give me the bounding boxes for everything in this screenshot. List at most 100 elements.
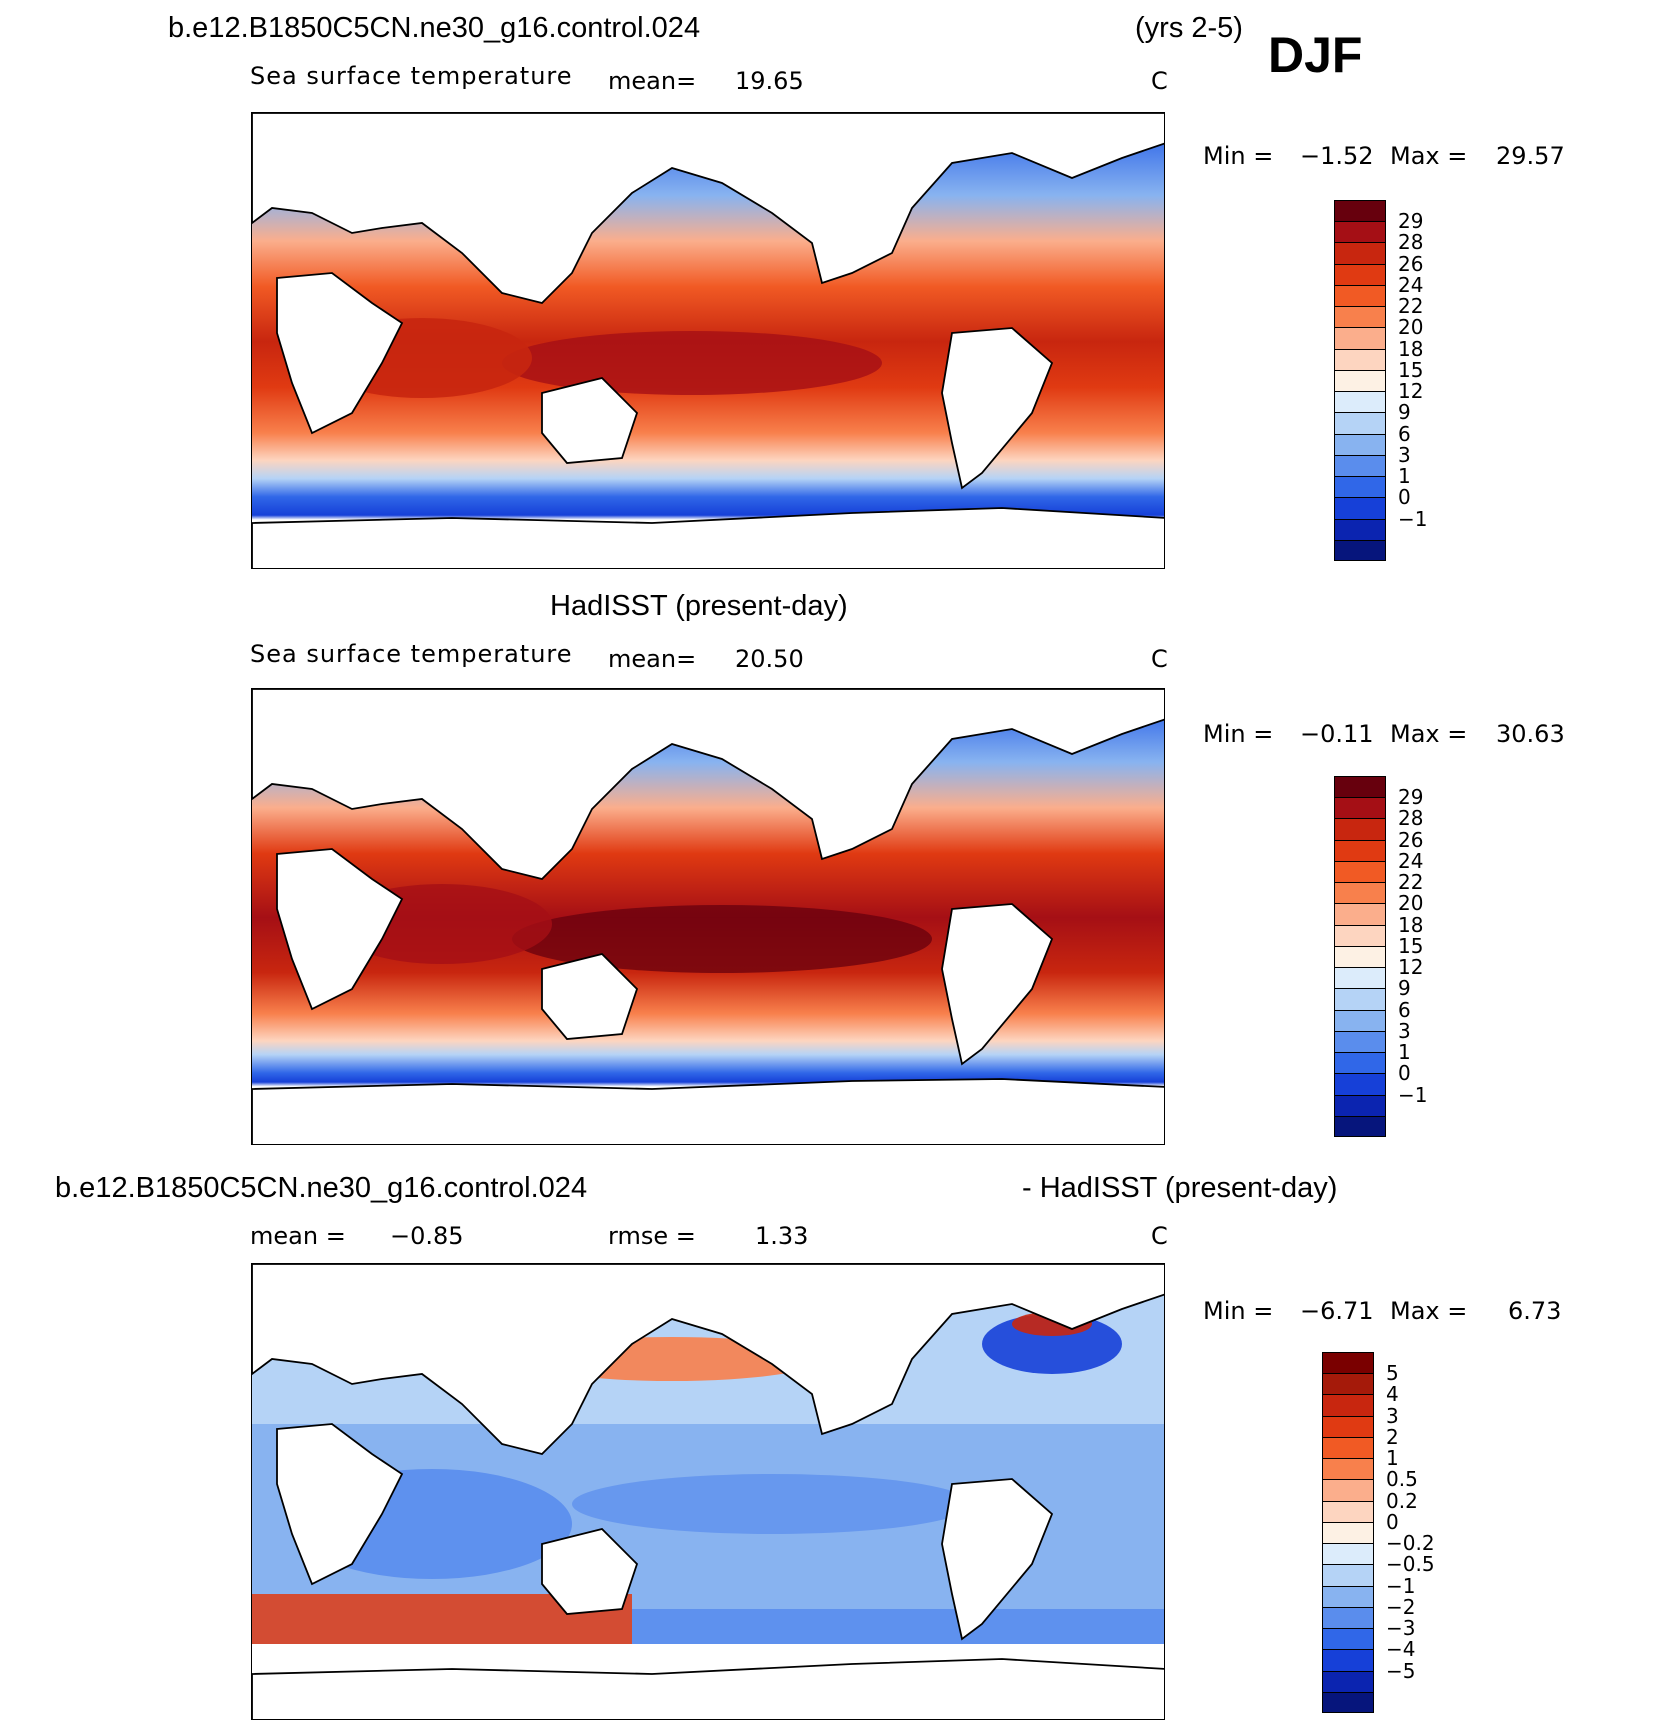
colorbar-swatch — [1334, 476, 1386, 498]
colorbar-swatch — [1334, 1030, 1386, 1053]
panel2-max-label: Max = — [1390, 720, 1468, 748]
colorbar-level-label: 28 — [1398, 806, 1424, 831]
colorbar-level-label: 24 — [1398, 272, 1424, 297]
colorbar-swatch — [1322, 1394, 1374, 1416]
colorbar-swatch — [1334, 945, 1386, 968]
south-america — [941, 903, 1054, 1066]
colorbar-swatch — [1334, 1052, 1386, 1074]
colorbar-level-label: 0.5 — [1386, 1467, 1418, 1492]
colorbar-swatch — [1334, 924, 1386, 946]
colorbar-swatch — [1334, 860, 1386, 883]
africa — [276, 848, 404, 1011]
warm-pool — [512, 905, 932, 973]
colorbar-level-label: −0.5 — [1386, 1552, 1435, 1577]
colorbar-level-label: 9 — [1398, 976, 1411, 1001]
colorbar-swatch — [1322, 1691, 1374, 1713]
colorbar-frame — [1334, 200, 1386, 561]
colorbar-level-label: 26 — [1398, 251, 1424, 276]
colorbar-level-label: 12 — [1398, 955, 1424, 980]
colorbar-swatch — [1334, 988, 1386, 1010]
colorbar-level-label: 18 — [1398, 336, 1424, 361]
years-label: (yrs 2-5) — [1135, 12, 1243, 44]
colorbar-level-label: 5 — [1386, 1361, 1399, 1386]
colorbar-swatch — [1322, 1521, 1374, 1544]
south-america — [941, 327, 1054, 490]
australia — [541, 377, 639, 464]
colorbar-level-label: 3 — [1398, 1018, 1411, 1043]
colorbar-level-label: 3 — [1398, 442, 1411, 467]
colorbar-swatch — [1334, 882, 1386, 904]
colorbar-swatch — [1322, 1649, 1374, 1671]
colorbar-level-label: −2 — [1386, 1594, 1416, 1619]
colorbar-swatch — [1334, 497, 1386, 519]
colorbar-level-label: 2 — [1386, 1424, 1399, 1449]
colorbar-swatch — [1334, 242, 1386, 264]
colorbar-swatch — [1334, 369, 1386, 392]
colorbar-level-label: 22 — [1398, 870, 1424, 895]
panel2-units: C — [1151, 645, 1168, 673]
colorbar-level-label: −1 — [1398, 506, 1428, 531]
colorbar-level-label: 3 — [1386, 1403, 1399, 1428]
colorbar-swatch — [1322, 1543, 1374, 1565]
panel1-mean-label: mean= — [608, 67, 697, 95]
colorbar-level-label: 6 — [1398, 997, 1411, 1022]
colorbar-level-label: 4 — [1386, 1382, 1399, 1407]
colorbar-level-label: 22 — [1398, 294, 1424, 319]
panel3-units: C — [1151, 1222, 1168, 1250]
panel3-title-right: - HadISST (present-day) — [1022, 1172, 1338, 1204]
colorbar-level-label: 0 — [1398, 485, 1411, 510]
colorbar-level-label: 0 — [1398, 1061, 1411, 1086]
map-panel-model — [251, 112, 1165, 569]
colorbar-level-label: −4 — [1386, 1637, 1416, 1662]
panel3-rmse-label: rmse = — [608, 1222, 696, 1250]
panel3-mean-label: mean = — [250, 1222, 346, 1250]
season-label: DJF — [1268, 27, 1363, 83]
colorbar-level-label: 15 — [1398, 357, 1424, 382]
panel2-min-label: Min = — [1203, 720, 1274, 748]
colorbar-swatch — [1334, 454, 1386, 477]
panel2-max: 30.63 — [1496, 720, 1565, 748]
northern-landmass — [252, 1264, 1164, 1455]
map-panel-difference — [251, 1263, 1165, 1720]
panel1-min-label: Min = — [1203, 142, 1274, 170]
colorbar-swatch — [1334, 263, 1386, 285]
panel1-units: C — [1151, 67, 1168, 95]
australia — [541, 1528, 639, 1615]
colorbar-swatch — [1322, 1606, 1374, 1629]
panel2-field: Sea surface temperature — [250, 640, 573, 668]
antarctica — [252, 507, 1164, 568]
colorbar-level-label: 0 — [1386, 1509, 1399, 1534]
colorbar-level-label: 1 — [1386, 1446, 1399, 1471]
colorbar-swatch — [1334, 433, 1386, 455]
colorbar-frame — [1334, 776, 1386, 1137]
continents — [252, 1264, 1164, 1719]
panel3-min: −6.71 — [1300, 1297, 1374, 1325]
colorbar-swatch — [1334, 518, 1386, 540]
colorbar-level-label: 24 — [1398, 848, 1424, 873]
panel3-max: 6.73 — [1508, 1297, 1562, 1325]
colorbar-swatch — [1334, 797, 1386, 819]
colorbar-level-label: 29 — [1398, 785, 1424, 810]
panel3-title-left: b.e12.B1850C5CN.ne30_g16.control.024 — [55, 1172, 588, 1204]
colorbar-level-label: −5 — [1386, 1658, 1416, 1683]
colorbar-swatch — [1322, 1585, 1374, 1607]
panel1-mean: 19.65 — [735, 67, 804, 95]
colorbar-swatch — [1334, 839, 1386, 861]
colorbar-frame — [1322, 1352, 1374, 1713]
colorbar-level-label: 20 — [1398, 891, 1424, 916]
panel1-min: −1.52 — [1300, 142, 1374, 170]
colorbar-level-label: −1 — [1398, 1082, 1428, 1107]
colorbar-swatch — [1334, 391, 1386, 413]
africa — [276, 272, 404, 435]
colorbar-swatch — [1322, 1479, 1374, 1501]
antarctica — [252, 1078, 1164, 1144]
northern-landmass — [252, 689, 1164, 880]
colorbar-swatch — [1334, 221, 1386, 243]
colorbar-swatch — [1334, 348, 1386, 370]
panel2-min: −0.11 — [1300, 720, 1374, 748]
sst-map-model — [252, 113, 1164, 568]
northern-landmass — [252, 113, 1164, 304]
colorbar-level-label: 1 — [1398, 464, 1411, 489]
panel3-min-label: Min = — [1203, 1297, 1274, 1325]
colorbar-swatch — [1334, 903, 1386, 925]
